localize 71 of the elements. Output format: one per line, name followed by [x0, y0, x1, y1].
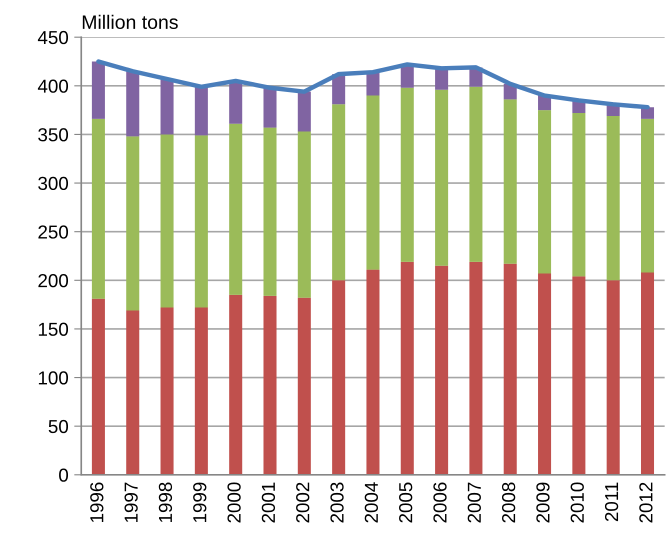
bar: [332, 74, 346, 104]
bar: [366, 270, 380, 475]
bar: [606, 116, 620, 280]
y-tick-label: 50: [48, 420, 68, 434]
bar: [298, 132, 311, 298]
y-tick-label: 400: [38, 80, 68, 93]
bar: [400, 88, 414, 262]
bar: [332, 280, 346, 475]
x-tick-label: 2008: [502, 482, 516, 523]
bar: [366, 96, 380, 270]
x-tick-label: 2009: [536, 482, 550, 523]
bar: [366, 72, 380, 96]
bar: [160, 308, 174, 475]
bar: [435, 266, 448, 475]
x-tick-label: 2005: [399, 482, 412, 523]
bar: [298, 92, 311, 132]
x-tick-label: 1999: [193, 482, 206, 522]
x-tick-label: 2010: [570, 482, 584, 523]
bar: [469, 262, 482, 475]
line-series: [96, 59, 650, 110]
bar: [606, 280, 620, 475]
bar: [126, 136, 140, 310]
x-tick-label: 1996: [90, 482, 104, 522]
bar: [229, 294, 242, 475]
y-tick-label: 250: [38, 225, 68, 239]
bar: [126, 71, 140, 136]
bar: [194, 86, 208, 136]
bar: [126, 310, 140, 475]
bar: [263, 88, 277, 128]
y-tick-label: 100: [38, 371, 68, 385]
bar: [572, 276, 586, 475]
x-tick-label: 1997: [124, 482, 138, 522]
bar: [92, 62, 105, 119]
bar: [332, 104, 346, 280]
y-tick-label: 200: [38, 274, 68, 288]
y-tick-label: 300: [38, 176, 68, 190]
bar: [640, 118, 654, 273]
y-tick-label: 450: [38, 30, 68, 44]
bar: [538, 110, 552, 274]
x-tick-label: 2012: [639, 482, 653, 523]
y-tick-label: 350: [38, 128, 68, 142]
bar: [572, 113, 586, 276]
x-tick-label: 2003: [330, 482, 344, 523]
bar: [640, 272, 654, 475]
x-tick-label: 2006: [433, 482, 447, 523]
bar: [298, 298, 311, 475]
bar: [504, 264, 517, 475]
bar: [263, 296, 277, 475]
bar: [194, 135, 208, 308]
x-tick-label: 2007: [468, 482, 481, 523]
bar: [400, 262, 414, 475]
bar: [538, 274, 552, 475]
bar: [229, 124, 242, 295]
bar: [160, 79, 174, 134]
bar: [469, 86, 482, 262]
bar: [92, 298, 105, 475]
bar: [263, 128, 277, 296]
bar: [194, 308, 208, 475]
x-tick-label: 2001: [262, 482, 276, 523]
y-tick-label: 150: [38, 322, 68, 336]
x-tick-label: 2002: [296, 482, 310, 523]
chart-title: Million tons: [82, 14, 178, 30]
bar: [160, 134, 174, 308]
bar: [435, 90, 448, 266]
x-tick-label: 2004: [364, 482, 378, 523]
bar: [504, 99, 517, 264]
y-tick-label: 0: [59, 468, 68, 482]
x-tick-label: 2011: [604, 482, 618, 522]
x-tick-label: 2000: [227, 482, 241, 523]
bar: [92, 118, 105, 299]
x-tick-label: 1998: [158, 482, 172, 522]
